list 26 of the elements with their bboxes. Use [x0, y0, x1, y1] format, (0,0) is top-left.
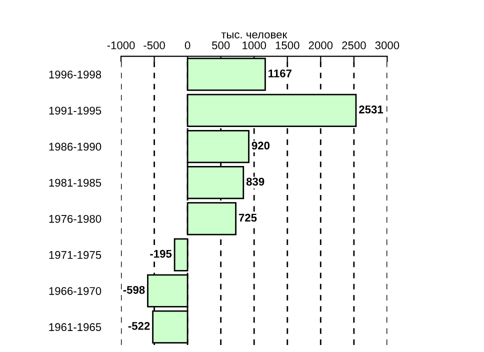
y-tick-label: 1981-1985: [49, 178, 102, 187]
x-tick-label: 1500: [276, 41, 300, 50]
data-label: -522: [128, 322, 150, 330]
data-label: 1167: [268, 69, 292, 78]
data-label: 2531: [359, 106, 384, 114]
y-tick-label: 1991-1995: [49, 106, 102, 115]
x-tick-label: 2500: [342, 41, 366, 50]
x-tick-label: -1000: [107, 41, 135, 50]
y-tick-label: 1976-1980: [49, 214, 102, 223]
x-tick-label: 500: [212, 41, 230, 50]
x-tick-label: 0: [184, 41, 190, 50]
y-tick-label: 1996-1998: [49, 70, 102, 78]
y-tick-label: 1966-1970: [49, 287, 102, 295]
data-label: 839: [246, 178, 264, 186]
y-tick-label: 1961-1965: [49, 323, 102, 332]
data-label: 725: [238, 214, 257, 222]
x-tick-label: 2000: [308, 41, 333, 50]
y-tick-label: 1971-1975: [49, 251, 102, 259]
x-tick-label: 3000: [375, 41, 400, 50]
x-tick-label: 1000: [242, 41, 266, 50]
data-label: 920: [252, 142, 270, 150]
x-axis-title: тыс. человек: [221, 32, 288, 38]
data-label: -195: [150, 250, 172, 258]
x-tick-label: -500: [144, 41, 165, 50]
data-label: -598: [123, 286, 145, 294]
y-tick-label: 1986-1990: [49, 142, 102, 151]
